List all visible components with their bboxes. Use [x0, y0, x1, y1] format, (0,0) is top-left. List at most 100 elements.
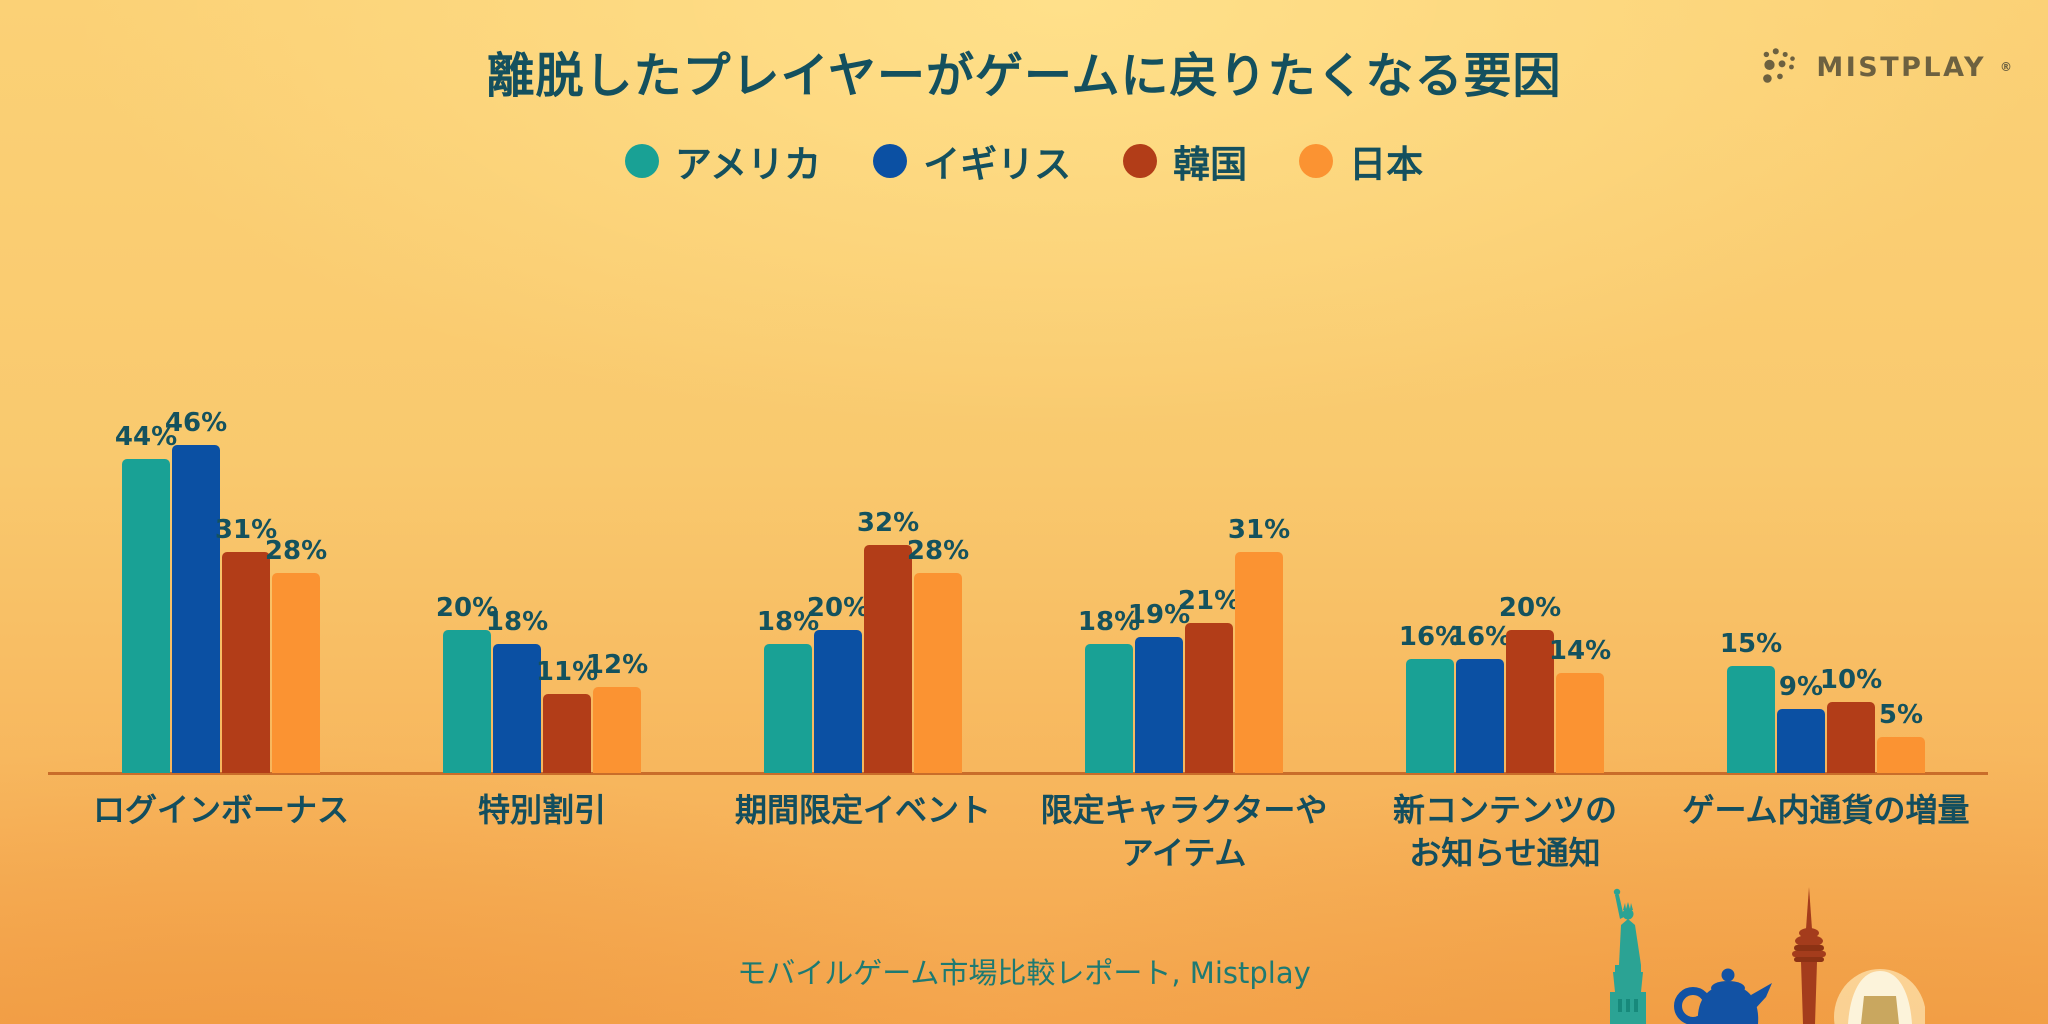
bar-value-label: 20% — [435, 593, 499, 623]
bar-column: 18% — [1078, 607, 1140, 773]
bar-韓国 — [1185, 623, 1233, 773]
bar-value-label: 10% — [1819, 665, 1883, 695]
bar-value-label: 31% — [214, 515, 278, 545]
bar-value-label: 11% — [535, 657, 599, 687]
bar-column: 11% — [536, 657, 598, 773]
bar-イギリス — [172, 445, 220, 773]
bar-value-label: 19% — [1127, 600, 1191, 630]
category-label: 新コンテンツの お知らせ通知 — [1392, 791, 1618, 872]
bar-column: 20% — [807, 593, 869, 773]
bar-イギリス — [1777, 709, 1825, 773]
legend-item: アメリカ — [624, 134, 822, 188]
bar-value-label: 28% — [264, 536, 328, 566]
bar-column: 32% — [857, 508, 919, 773]
category-label: ログインボーナス — [92, 791, 350, 829]
category-label: ゲーム内通貨の増量 — [1682, 791, 1970, 829]
x-axis-line — [48, 772, 1988, 775]
bar-cluster: 44% 46% 31% 28% — [115, 408, 327, 773]
bar-value-label: 28% — [906, 536, 970, 566]
chart-legend: アメリカ イギリス 韓国 日本 — [0, 134, 2048, 188]
source-caption: モバイルゲーム市場比較レポート, Mistplay — [737, 956, 1311, 990]
bar-column: 20% — [436, 593, 498, 773]
bar-日本 — [272, 573, 320, 773]
bar-日本 — [593, 687, 641, 773]
bar-column: 31% — [1228, 515, 1290, 773]
bar-value-label: 20% — [806, 593, 870, 623]
bar-アメリカ — [1727, 666, 1775, 773]
legend-label: アメリカ — [674, 143, 822, 186]
legend-item: イギリス — [873, 134, 1071, 188]
bar-韓国 — [222, 552, 270, 773]
bar-日本 — [1877, 737, 1925, 773]
page-title: 離脱したプレイヤーがゲームに戻りたくなる要因 — [486, 48, 1562, 104]
bar-column: 28% — [265, 536, 327, 773]
bar-イギリス — [1456, 659, 1504, 773]
bar-韓国 — [543, 694, 591, 773]
category-label: 期間限定イベント — [734, 791, 992, 829]
legend-label: イギリス — [923, 143, 1072, 186]
legend-label: 日本 — [1349, 143, 1424, 186]
legend-dot-icon — [873, 144, 908, 178]
landmarks-illustration — [1610, 887, 1925, 1024]
bar-イギリス — [814, 630, 862, 773]
bar-column: 5% — [1877, 700, 1925, 773]
bar-value-label: 5% — [1878, 700, 1924, 730]
mistplay-logo: MISTPLAY ® — [1758, 46, 2012, 88]
bar-value-label: 32% — [856, 508, 920, 538]
bar-column: 46% — [165, 408, 227, 773]
mistplay-dots-icon — [1763, 48, 1796, 83]
bar-アメリカ — [1085, 644, 1133, 773]
bar-column: 21% — [1178, 586, 1240, 773]
bar-value-label: 44% — [114, 422, 178, 452]
bar-value-label: 16% — [1398, 622, 1462, 652]
bar-value-label: 15% — [1719, 629, 1783, 659]
legend-dot-icon — [1299, 144, 1334, 178]
legend-label: 韓国 — [1173, 143, 1248, 186]
bar-value-label: 21% — [1177, 586, 1241, 616]
bar-value-label: 16% — [1448, 622, 1512, 652]
bar-value-label: 9% — [1778, 672, 1824, 702]
bar-韓国 — [1506, 630, 1554, 773]
bar-アメリカ — [764, 644, 812, 773]
bar-value-label: 18% — [1077, 607, 1141, 637]
bar-column: 16% — [1449, 622, 1511, 773]
legend-item: 韓国 — [1123, 134, 1247, 188]
teapot-icon — [1674, 968, 1772, 1024]
legend-dot-icon — [1123, 144, 1158, 178]
statue-of-liberty-icon — [1610, 888, 1646, 1024]
legend-item: 日本 — [1299, 134, 1423, 188]
bar-column: 20% — [1499, 593, 1561, 773]
bar-column: 14% — [1549, 636, 1611, 773]
bar-cluster: 16% 16% 20% 14% — [1399, 593, 1611, 773]
bar-アメリカ — [443, 630, 491, 773]
bar-韓国 — [1827, 702, 1875, 773]
bar-日本 — [1556, 673, 1604, 773]
bar-column: 44% — [115, 422, 177, 773]
bar-column: 15% — [1720, 629, 1782, 773]
bar-cluster: 15% 9% 10% 5% — [1720, 629, 1925, 773]
bar-日本 — [914, 573, 962, 773]
bar-value-label: 46% — [164, 408, 228, 438]
bar-cluster: 18% 19% 21% 31% — [1078, 515, 1290, 773]
bar-value-label: 18% — [756, 607, 820, 637]
bar-value-label: 14% — [1548, 636, 1612, 666]
category-label: 限定キャラクターや アイテム — [1040, 791, 1328, 872]
bar-column: 16% — [1399, 622, 1461, 773]
bar-column: 10% — [1820, 665, 1882, 773]
bar-イギリス — [493, 644, 541, 773]
bar-アメリカ — [1406, 659, 1454, 773]
bar-cluster: 20% 18% 11% 12% — [436, 593, 648, 773]
bar-column: 31% — [215, 515, 277, 773]
legend-dot-icon — [624, 144, 659, 178]
bar-value-label: 20% — [1498, 593, 1562, 623]
bar-イギリス — [1135, 637, 1183, 773]
onigiri-icon — [1834, 969, 1925, 1024]
logo-wordmark: MISTPLAY — [1816, 51, 1986, 83]
bar-value-label: 31% — [1227, 515, 1291, 545]
bar-column: 19% — [1128, 600, 1190, 773]
n-seoul-tower-icon — [1792, 887, 1826, 1024]
bar-column: 12% — [586, 650, 648, 773]
bar-column: 28% — [907, 536, 969, 773]
